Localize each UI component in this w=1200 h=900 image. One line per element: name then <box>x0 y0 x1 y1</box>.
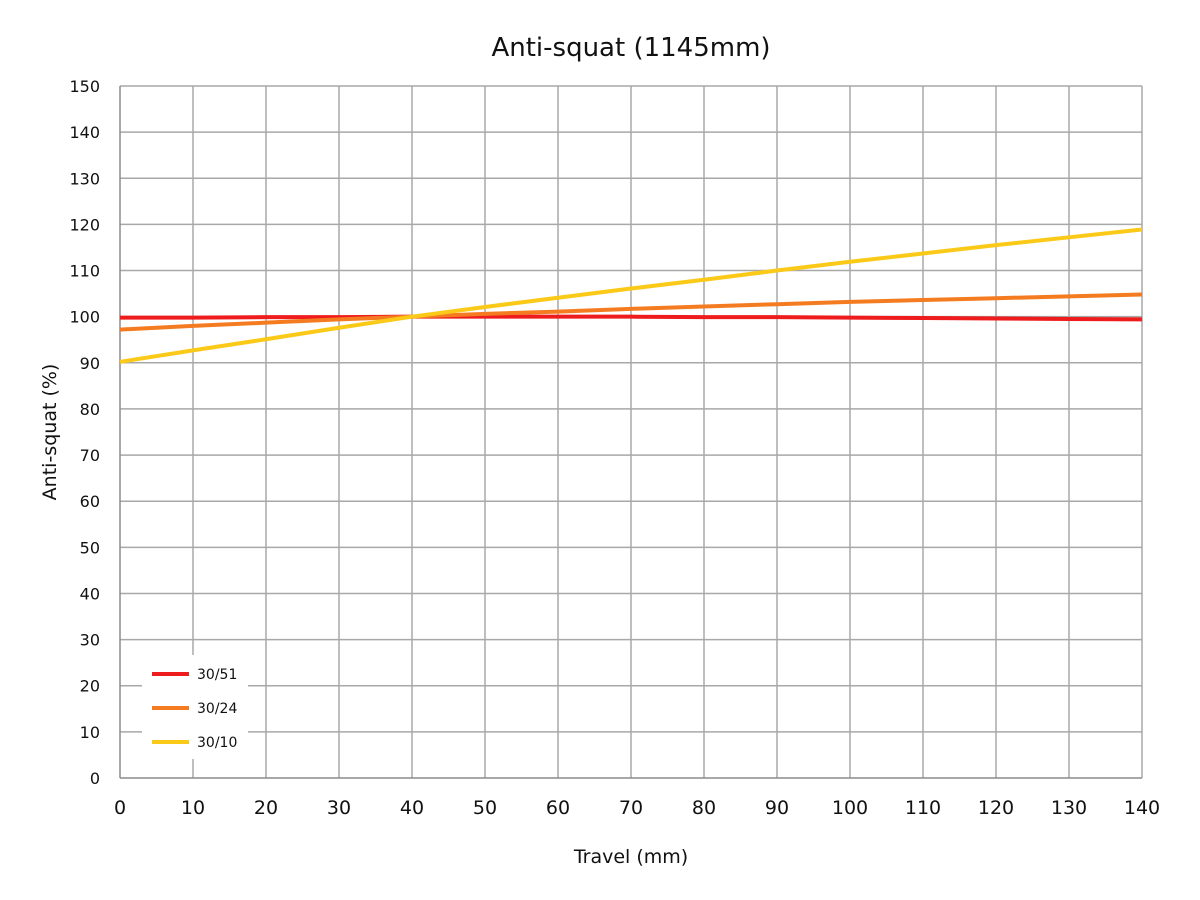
y-tick-label: 10 <box>80 723 100 742</box>
y-tick-label: 90 <box>80 354 100 373</box>
legend-label: 30/51 <box>197 667 237 683</box>
series-line-30-10 <box>119 227 1143 364</box>
x-tick-label: 50 <box>473 797 497 819</box>
y-tick-label: 80 <box>80 400 100 419</box>
series-lines <box>119 227 1143 364</box>
x-axis-title: Travel (mm) <box>573 846 688 868</box>
legend-label: 30/10 <box>197 735 237 751</box>
y-tick-label: 0 <box>90 769 100 788</box>
x-tick-label: 20 <box>254 797 278 819</box>
x-tick-label: 90 <box>765 797 789 819</box>
x-tick-label: 30 <box>327 797 351 819</box>
legend: 30/51 30/24 30/10 <box>142 655 248 759</box>
chart-title: Anti-squat (1145mm) <box>491 33 770 63</box>
axes <box>119 86 1142 779</box>
x-tick-label: 80 <box>692 797 716 819</box>
y-tick-label: 110 <box>69 262 100 281</box>
x-axis-ticks: 0 10 20 30 40 50 60 70 80 90 100 110 120 130 140 <box>114 797 1160 819</box>
x-tick-label: 10 <box>181 797 205 819</box>
x-tick-label: 100 <box>832 797 868 819</box>
x-tick-label: 70 <box>619 797 643 819</box>
y-tick-label: 70 <box>80 446 100 465</box>
x-tick-label: 110 <box>905 797 941 819</box>
y-tick-label: 50 <box>80 538 100 557</box>
y-tick-label: 150 <box>69 77 100 96</box>
x-tick-label: 140 <box>1124 797 1160 819</box>
grid <box>120 85 1143 778</box>
y-tick-label: 120 <box>69 215 100 234</box>
y-tick-label: 100 <box>69 308 100 327</box>
legend-label: 30/24 <box>197 701 237 717</box>
y-tick-label: 130 <box>69 169 100 188</box>
y-tick-label: 40 <box>80 584 100 603</box>
y-tick-label: 60 <box>80 492 100 511</box>
x-tick-label: 0 <box>114 797 126 819</box>
y-tick-label: 140 <box>69 123 100 142</box>
y-axis-ticks: 0 10 20 30 40 50 60 70 80 90 100 110 120 130 140 150 <box>69 77 100 788</box>
x-tick-label: 60 <box>546 797 570 819</box>
x-tick-label: 120 <box>978 797 1014 819</box>
series-line-30-51 <box>120 314 1143 322</box>
y-tick-label: 20 <box>80 677 100 696</box>
y-tick-label: 30 <box>80 631 100 650</box>
x-tick-label: 40 <box>400 797 424 819</box>
y-axis-title: Anti-squat (%) <box>39 364 61 501</box>
series-line-30-24 <box>119 292 1143 332</box>
x-tick-label: 130 <box>1051 797 1087 819</box>
